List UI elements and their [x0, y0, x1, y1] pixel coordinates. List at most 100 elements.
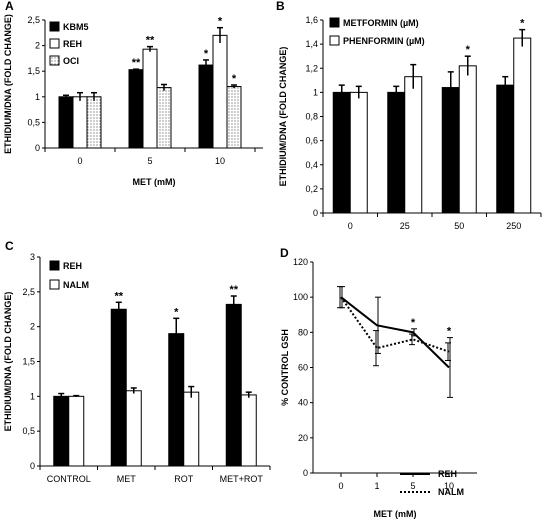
y-tick-label: 2: [30, 322, 35, 332]
bar: [110, 308, 127, 467]
x-tick-label: 250: [506, 221, 521, 231]
y-tick-label: 0,5: [22, 426, 35, 436]
y-tick-label: 80: [298, 327, 308, 337]
x-tick-label: 0: [77, 156, 82, 166]
bar: [496, 84, 515, 214]
bar: [225, 303, 242, 467]
significance-marker: **: [114, 290, 123, 302]
y-tick-label: 2,5: [27, 15, 40, 25]
series-line: [340, 296, 450, 353]
bar: [349, 91, 368, 214]
x-tick-label: MET+ROT: [220, 474, 264, 484]
series-line: [340, 296, 450, 369]
x-tick-label: 50: [454, 221, 464, 231]
y-tick-label: 0: [35, 143, 40, 153]
y-tick-label: 0,5: [27, 117, 40, 127]
y-tick-label: 1,6: [305, 15, 318, 25]
legend-swatch: [49, 38, 60, 49]
y-tick-label: 60: [298, 363, 308, 373]
x-tick-label: 25: [400, 221, 410, 231]
legend-swatch: [49, 260, 60, 271]
panel-letter: D: [280, 246, 289, 260]
legend-label: NALM: [63, 280, 89, 290]
y-tick-label: 0,4: [305, 160, 318, 170]
legend-swatch: [49, 279, 60, 290]
significance-marker: *: [232, 73, 237, 85]
bar: [441, 87, 460, 214]
y-tick-label: 0: [30, 461, 35, 471]
bar: [513, 37, 532, 214]
legend-label: KBM5: [63, 22, 89, 32]
y-tick-label: 1,2: [305, 63, 318, 73]
legend-label: REH: [63, 39, 82, 49]
y-tick-label: 0,2: [305, 184, 318, 194]
legend-label: NALM: [438, 487, 464, 497]
legend-label: METFORMIN (µM): [343, 18, 419, 28]
x-tick-label: 0: [348, 221, 353, 231]
x-tick-label: 10: [215, 156, 225, 166]
significance-marker: *: [466, 44, 471, 56]
significance-marker: **: [146, 35, 155, 47]
y-tick-label: 0,8: [305, 112, 318, 122]
bar: [128, 69, 144, 149]
bar: [86, 96, 102, 149]
significance-marker: **: [132, 57, 141, 69]
significance-marker: *: [174, 306, 179, 318]
legend-swatch: [49, 21, 60, 32]
bar: [387, 91, 406, 214]
x-tick-label: 10: [444, 481, 454, 491]
panel-letter: C: [5, 239, 14, 253]
significance-marker: *: [204, 48, 209, 60]
y-axis-title: ETHIDIUM/DNA (FOLD CHANGE): [278, 47, 288, 187]
y-tick-label: 1,5: [27, 66, 40, 76]
bar: [404, 76, 423, 214]
legend-label: PHENFORMIN (µM): [343, 36, 425, 46]
x-axis-title: MET (mM): [374, 509, 417, 519]
y-tick-label: 100: [293, 292, 308, 302]
y-tick-label: 1,5: [22, 357, 35, 367]
x-axis-title: MET (mM): [133, 177, 176, 187]
y-tick-label: 1: [30, 391, 35, 401]
bar: [198, 64, 214, 149]
x-tick-label: CONTROL: [47, 474, 91, 484]
y-tick-label: 40: [298, 398, 308, 408]
x-tick-label: 5: [410, 481, 415, 491]
bar: [458, 65, 477, 214]
y-tick-label: 0,6: [305, 136, 318, 146]
y-tick-label: 3: [30, 252, 35, 262]
panel-d: D 0 20 40 60 80 100 120 % CONTROL GSH 0 1 5 10 * * REH N…: [280, 246, 477, 519]
significance-marker: *: [411, 317, 416, 329]
bar: [168, 333, 185, 467]
significance-marker: **: [229, 284, 238, 296]
bar: [183, 391, 200, 467]
legend-label: OCI: [63, 56, 79, 66]
y-tick-label: 0: [303, 468, 308, 478]
y-axis-title: ETHIDIUM/DNA (FOLD CHANGE): [3, 14, 13, 154]
bar: [142, 48, 158, 149]
x-tick-label: 5: [147, 156, 152, 166]
bar: [72, 96, 88, 149]
x-tick-label: ROT: [174, 474, 194, 484]
y-tick-label: 2,5: [22, 287, 35, 297]
panel-letter: B: [276, 0, 285, 13]
significance-marker: *: [520, 18, 525, 30]
legend-swatch: [49, 55, 60, 66]
bar: [125, 390, 142, 467]
x-tick-label: MET: [117, 474, 137, 484]
significance-marker: *: [447, 326, 452, 338]
bar: [156, 87, 172, 149]
bar: [332, 91, 351, 214]
panel-a: A 0 0,5 1 1,5 2 2,5 ETHIDIUM/DNA (FOLD CHANGE) 0…: [3, 0, 263, 187]
y-tick-label: 1: [313, 87, 318, 97]
legend-label: REH: [63, 261, 82, 271]
legend-swatch: [329, 35, 340, 46]
significance-marker: *: [218, 16, 223, 28]
y-axis-title: ETHIDIUM/DNA (FOLD CHANGE): [3, 292, 13, 432]
bar: [58, 96, 74, 149]
legend-swatch: [329, 17, 340, 28]
bar: [68, 395, 85, 467]
legend-label: REH: [438, 469, 457, 479]
panel-b: B 0 0,2 0,4 0,6 0,8 1 1,2 1,4 1,6 ETHIDIUM/DNA (FO…: [276, 0, 542, 231]
x-tick-label: 1: [374, 481, 379, 491]
y-tick-label: 120: [293, 257, 308, 267]
